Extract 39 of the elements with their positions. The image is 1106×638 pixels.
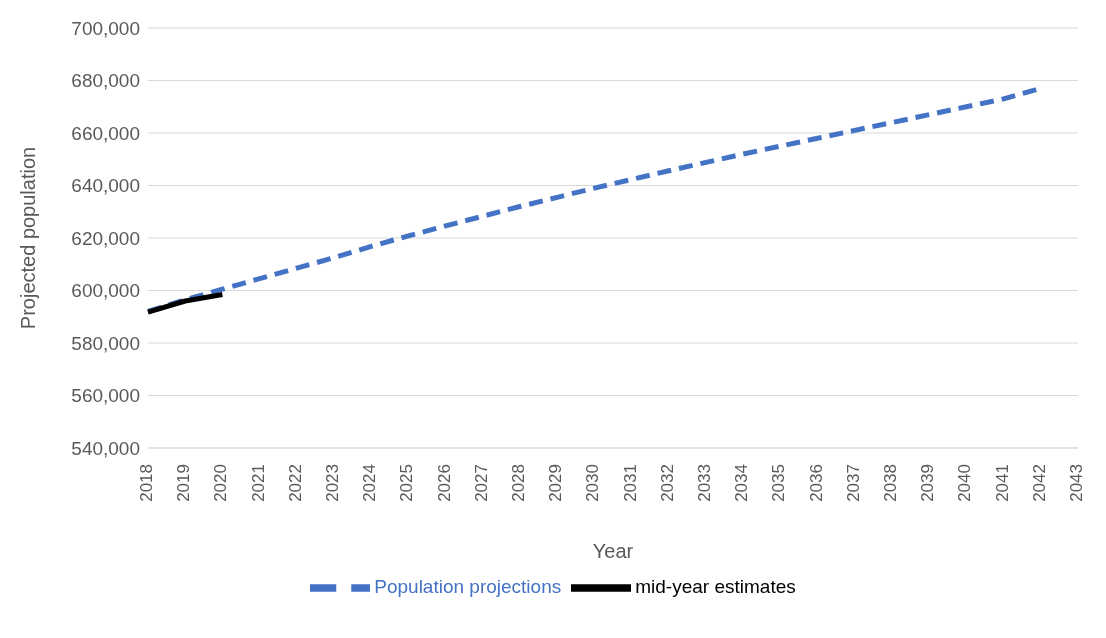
x-tick-label: 2030 bbox=[583, 464, 603, 502]
legend-label: Population projections bbox=[374, 576, 562, 598]
y-tick-label: 540,000 bbox=[71, 437, 140, 459]
x-tick-label: 2021 bbox=[248, 464, 268, 502]
y-axis-title: Projected population bbox=[17, 146, 40, 330]
x-tick-label: 2028 bbox=[509, 464, 529, 502]
x-tick-label: 2033 bbox=[695, 464, 715, 502]
x-tick-label: 2040 bbox=[955, 464, 975, 502]
x-tick-label: 2036 bbox=[806, 464, 826, 502]
x-axis-title: Year bbox=[592, 540, 634, 562]
x-tick-label: 2025 bbox=[397, 464, 417, 502]
x-tick-label: 2023 bbox=[323, 464, 343, 502]
x-tick-label: 2020 bbox=[211, 464, 231, 502]
y-tick-label: 660,000 bbox=[71, 122, 140, 144]
legend-label: mid-year estimates bbox=[635, 576, 796, 598]
x-tick-label: 2042 bbox=[1029, 464, 1049, 502]
x-tick-label: 2038 bbox=[881, 464, 901, 502]
y-tick-label: 680,000 bbox=[71, 70, 140, 92]
x-tick-label: 2019 bbox=[174, 464, 194, 502]
y-tick-label: 700,000 bbox=[71, 17, 140, 39]
x-tick-label: 2029 bbox=[546, 464, 566, 502]
x-tick-label: 2027 bbox=[471, 464, 491, 502]
x-tick-label: 2022 bbox=[285, 464, 305, 502]
x-tick-label: 2032 bbox=[657, 464, 677, 502]
x-tick-label: 2037 bbox=[843, 464, 863, 502]
y-tick-label: 620,000 bbox=[71, 227, 140, 249]
x-tick-label: 2034 bbox=[732, 464, 752, 502]
x-tick-label: 2031 bbox=[620, 464, 640, 502]
x-tick-label: 2026 bbox=[434, 464, 454, 502]
y-tick-label: 560,000 bbox=[71, 385, 140, 407]
x-tick-label: 2043 bbox=[1067, 464, 1087, 502]
x-tick-label: 2035 bbox=[769, 464, 789, 502]
x-tick-label: 2024 bbox=[360, 464, 380, 502]
x-tick-label: 2039 bbox=[918, 464, 938, 502]
x-tick-label: 2041 bbox=[992, 464, 1012, 502]
x-tick-label: 2018 bbox=[137, 464, 157, 502]
y-tick-label: 600,000 bbox=[71, 280, 140, 302]
y-tick-label: 580,000 bbox=[71, 332, 140, 354]
y-tick-label: 640,000 bbox=[71, 175, 140, 197]
